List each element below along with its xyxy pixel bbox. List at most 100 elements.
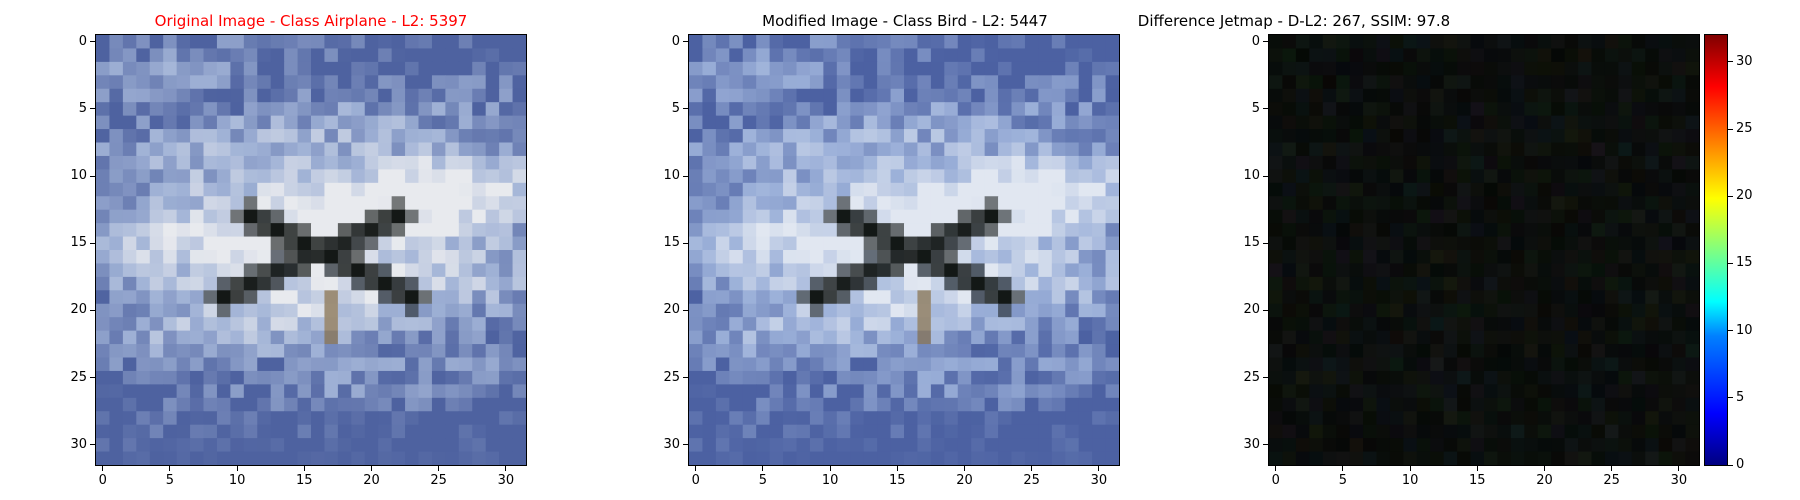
y-tick-mark	[683, 377, 688, 379]
y-tick-label: 20	[1243, 302, 1260, 318]
y-tick-label: 0	[1251, 33, 1260, 49]
y-tick-mark	[683, 444, 688, 446]
x-tick-label: 20	[363, 473, 380, 488]
x-tick-mark	[896, 466, 898, 471]
colorbar-tick-label: 10	[1736, 322, 1753, 338]
colorbar-tick-mark	[1728, 397, 1733, 399]
x-tick-mark	[829, 466, 831, 471]
y-tick-label: 20	[663, 302, 680, 318]
y-tick-label: 15	[663, 235, 680, 251]
y-tick-label: 30	[663, 436, 680, 452]
x-tick-label: 10	[821, 473, 839, 488]
colorbar-tick-mark	[1728, 61, 1733, 63]
x-tick-mark	[303, 466, 305, 471]
y-tick-mark	[90, 444, 95, 446]
y-tick-mark	[1263, 108, 1268, 110]
y-tick-mark	[90, 41, 95, 43]
x-tick-label: 30	[1670, 473, 1688, 488]
x-tick-label: 5	[1338, 473, 1348, 488]
y-tick-label: 5	[78, 100, 87, 116]
x-tick-mark	[1031, 466, 1033, 471]
x-tick-mark	[1611, 466, 1613, 471]
difference-jetmap	[1269, 35, 1699, 465]
x-tick-label: 20	[1536, 473, 1553, 488]
panel-3-title: Difference Jetmap - D-L2: 267, SSIM: 97.…	[1137, 12, 1451, 30]
y-tick-mark	[1263, 175, 1268, 177]
y-tick-mark	[90, 242, 95, 244]
y-tick-mark	[1263, 309, 1268, 311]
x-tick-label: 20	[956, 473, 973, 488]
x-tick-label: 0	[98, 473, 107, 488]
y-tick-mark	[683, 175, 688, 177]
x-tick-label: 30	[1090, 473, 1108, 488]
x-tick-mark	[236, 466, 238, 471]
y-tick-label: 15	[1243, 235, 1260, 251]
x-tick-label: 0	[1271, 473, 1280, 488]
x-tick-mark	[1342, 466, 1344, 471]
x-tick-mark	[1678, 466, 1680, 471]
y-tick-mark	[683, 108, 688, 110]
x-tick-mark	[438, 466, 440, 471]
colorbar-tick-label: 20	[1736, 188, 1753, 204]
y-tick-label: 0	[78, 33, 87, 49]
colorbar-tick-label: 15	[1736, 255, 1753, 271]
y-tick-label: 25	[663, 369, 680, 385]
x-tick-label: 15	[1469, 473, 1486, 488]
y-tick-mark	[1263, 444, 1268, 446]
y-tick-mark	[683, 309, 688, 311]
y-tick-label: 5	[671, 100, 680, 116]
y-tick-mark	[90, 175, 95, 177]
x-tick-label: 5	[165, 473, 175, 488]
x-tick-mark	[102, 466, 104, 471]
x-tick-mark	[370, 466, 372, 471]
x-tick-mark	[1476, 466, 1478, 471]
x-tick-label: 25	[1023, 473, 1040, 488]
x-tick-mark	[1275, 466, 1277, 471]
x-tick-label: 10	[1401, 473, 1419, 488]
x-tick-mark	[1098, 466, 1100, 471]
colorbar-tick-mark	[1728, 330, 1733, 332]
y-tick-mark	[683, 242, 688, 244]
x-tick-label: 30	[497, 473, 515, 488]
modified-image	[689, 35, 1119, 465]
y-tick-label: 25	[70, 369, 87, 385]
x-tick-mark	[505, 466, 507, 471]
colorbar-tick-mark	[1728, 195, 1733, 197]
x-tick-label: 0	[691, 473, 700, 488]
y-tick-label: 30	[1243, 436, 1260, 452]
x-tick-label: 25	[430, 473, 447, 488]
x-tick-mark	[1409, 466, 1411, 471]
y-tick-label: 5	[1251, 100, 1260, 116]
y-tick-label: 10	[1243, 168, 1260, 184]
y-tick-label: 25	[1243, 369, 1260, 385]
y-tick-label: 30	[70, 436, 87, 452]
y-tick-mark	[683, 41, 688, 43]
y-tick-mark	[90, 108, 95, 110]
y-tick-mark	[1263, 41, 1268, 43]
y-tick-label: 0	[671, 33, 680, 49]
panel-2-title: Modified Image - Class Bird - L2: 5447	[762, 12, 1048, 30]
y-tick-label: 15	[70, 235, 87, 251]
colorbar-tick-label: 0	[1736, 457, 1745, 472]
y-tick-mark	[1263, 242, 1268, 244]
colorbar-tick-mark	[1728, 128, 1733, 130]
colorbar-tick-mark	[1728, 464, 1733, 466]
x-tick-mark	[695, 466, 697, 471]
y-tick-mark	[1263, 377, 1268, 379]
colorbar-tick-label: 25	[1736, 121, 1753, 137]
colorbar-tick-mark	[1728, 262, 1733, 264]
y-tick-label: 10	[663, 168, 680, 184]
original-image	[96, 35, 526, 465]
x-tick-mark	[762, 466, 764, 471]
x-tick-label: 15	[889, 473, 906, 488]
x-tick-mark	[169, 466, 171, 471]
y-tick-label: 20	[70, 302, 87, 318]
colorbar-tick-label: 30	[1736, 53, 1753, 69]
y-tick-mark	[90, 309, 95, 311]
panel-1-title: Original Image - Class Airplane - L2: 53…	[154, 12, 468, 30]
y-tick-mark	[90, 377, 95, 379]
x-tick-mark	[1543, 466, 1545, 471]
x-tick-label: 5	[758, 473, 768, 488]
x-tick-mark	[963, 466, 965, 471]
colorbar	[1704, 34, 1728, 466]
